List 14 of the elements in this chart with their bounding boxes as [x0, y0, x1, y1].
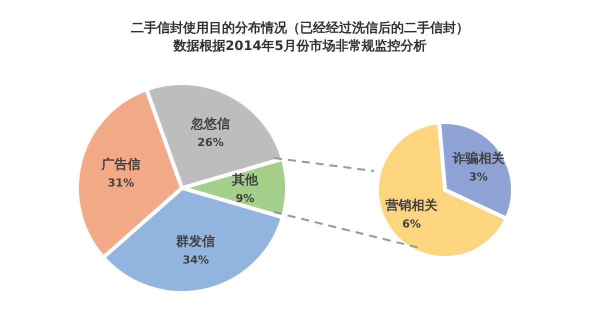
- data-label: 9%: [236, 192, 254, 205]
- data-label: 26%: [197, 136, 224, 149]
- data-label: 31%: [108, 176, 134, 190]
- slice-label: 广告信: [100, 156, 140, 172]
- slice-label: 群发信: [175, 234, 216, 250]
- slice-label: 营销相关: [384, 197, 439, 214]
- data-label: 6%: [402, 217, 421, 230]
- slice-label: 其他: [231, 173, 259, 188]
- data-label: 34%: [182, 253, 209, 266]
- chart-title: 二手信封使用目的分布情况（已经经过洗信后的二手信封）: [130, 20, 470, 38]
- slice-label: 诈骗相关: [451, 150, 506, 167]
- chart-subtitle: 数据根据2014年5月份市场非常规监控分析: [172, 38, 428, 56]
- slice-label: 忽悠信: [190, 116, 230, 132]
- data-label: 3%: [469, 170, 488, 184]
